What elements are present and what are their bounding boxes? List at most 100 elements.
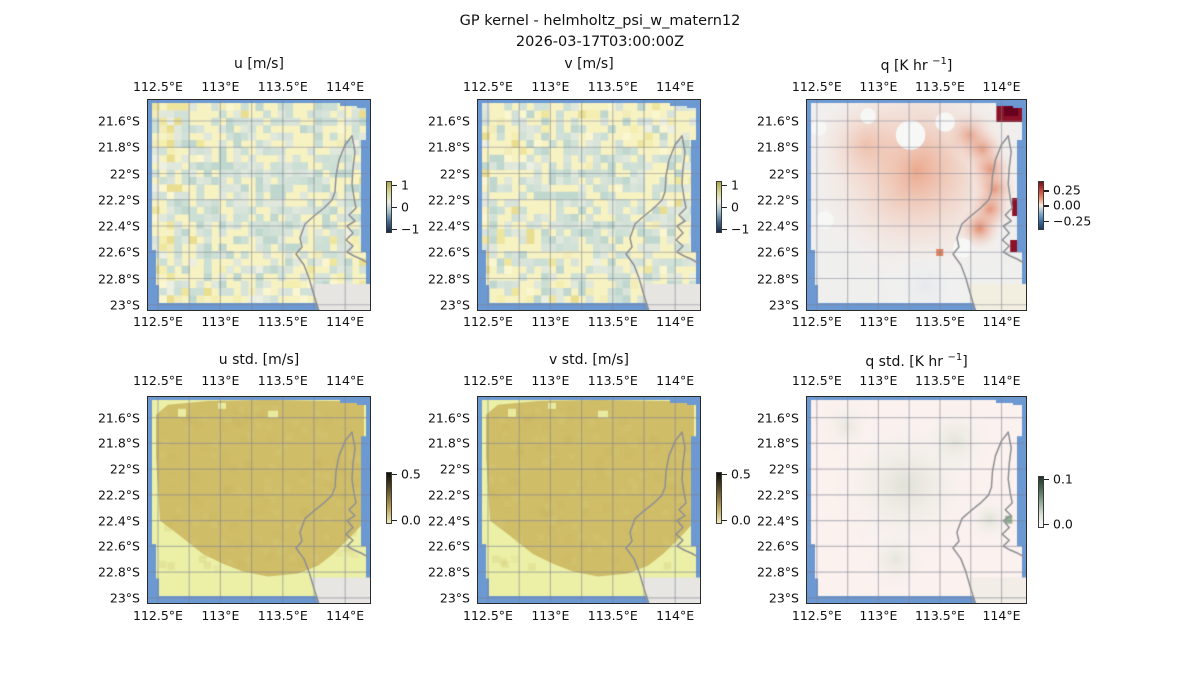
map-v <box>477 99 701 311</box>
map-canvas-q_std <box>807 397 1026 603</box>
colorbar-gradient <box>1038 181 1044 230</box>
lat-tick-label: 22.8°S <box>97 564 140 580</box>
lat-tick-label: 22.2°S <box>756 192 799 208</box>
map-canvas-u <box>148 100 370 310</box>
colorbar-tick-label: 0.1 <box>1053 471 1073 486</box>
figure-title-line1: GP kernel - helmholtz_psi_w_matern12 <box>459 13 741 29</box>
title-pre: q [K hr <box>880 58 933 74</box>
panel-q-title: q [K hr −1] <box>807 56 1026 74</box>
title-pre: q std. [K hr <box>865 354 948 370</box>
lon-tick-label-bottom: 113.5°E <box>914 314 965 329</box>
lon-tick-label-top: 112.5°E <box>463 373 513 388</box>
lat-tick-label: 22°S <box>109 461 140 477</box>
colorbar-tick-label: 0.5 <box>731 466 751 482</box>
colorbar-tick-label: 0.25 <box>1053 182 1081 198</box>
lat-tick-label: 22°S <box>109 166 140 181</box>
colorbar-tick-label: 0 <box>731 199 739 215</box>
lat-tick-label: 22.2°S <box>427 487 470 503</box>
lon-tick-label-top: 113.5°E <box>257 373 308 388</box>
title-superscript: −1 <box>932 56 947 67</box>
lat-tick-label: 22°S <box>768 166 799 181</box>
lon-tick-label-top: 113.5°E <box>257 79 308 94</box>
lon-tick-label-bottom: 113°E <box>859 608 898 623</box>
lat-tick-label: 23°S <box>439 590 470 606</box>
lon-tick-label-top: 114°E <box>326 373 365 388</box>
lon-tick-label-top: 113°E <box>859 373 898 388</box>
lat-tick-label: 21.8°S <box>97 139 140 155</box>
lat-tick-label: 22.4°S <box>756 218 799 234</box>
lon-tick-label-bottom: 113°E <box>201 314 240 329</box>
lat-tick-label: 22.6°S <box>427 538 470 554</box>
lon-tick-label-bottom: 112.5°E <box>133 314 183 329</box>
map-canvas-q <box>807 100 1026 310</box>
title-post: ] <box>946 58 953 74</box>
lat-tick-label: 22.4°S <box>756 513 799 529</box>
lat-tick-label: 23°S <box>109 590 140 606</box>
lat-tick-label: 21.6°S <box>427 410 470 426</box>
figure-title-line2: 2026-03-17T03:00:00Z <box>515 34 685 50</box>
lat-tick-label: 21.6°S <box>427 113 470 129</box>
lon-tick-label-bottom: 114°E <box>982 314 1021 329</box>
lon-tick-label-bottom: 112.5°E <box>791 314 842 329</box>
lat-tick-label: 23°S <box>109 297 140 313</box>
colorbar-q_std: 0.1 0.0 <box>1038 471 1098 531</box>
map-u_std <box>147 396 371 604</box>
lat-tick-label: 22.8°S <box>756 564 799 580</box>
lat-tick-label: 22°S <box>439 166 470 181</box>
lon-tick-label-top: 112.5°E <box>791 373 842 388</box>
lon-tick-label-top: 112.5°E <box>463 79 513 94</box>
lat-tick-label: 22.6°S <box>97 538 140 554</box>
colorbar-tick <box>392 520 397 522</box>
colorbar-tick <box>722 474 727 476</box>
colorbar-tick <box>392 184 397 186</box>
colorbar-tick <box>1044 190 1049 192</box>
map-canvas-u_std <box>148 397 370 603</box>
panel-q_std-title: q std. [K hr −1] <box>807 352 1026 370</box>
lon-tick-label-bottom: 113°E <box>201 608 240 623</box>
lon-tick-label-top: 113.5°E <box>587 79 638 94</box>
colorbar-tick <box>392 228 397 230</box>
colorbar-tick-label: −1 <box>401 221 420 236</box>
lat-tick-label: 21.8°S <box>756 139 799 155</box>
lon-tick-label-top: 114°E <box>656 373 695 388</box>
lon-tick-label-top: 113°E <box>531 373 570 388</box>
lat-tick-label: 22.2°S <box>756 487 799 503</box>
colorbar-tick-label: −1 <box>731 221 750 236</box>
lat-tick-label: 22.6°S <box>97 244 140 260</box>
lat-tick-label: 22.2°S <box>97 487 140 503</box>
map-canvas-v_std <box>478 397 700 603</box>
title-superscript: −1 <box>947 352 963 363</box>
colorbar-tick-label: 0.0 <box>401 512 421 528</box>
panel-u_std-title: u std. [m/s] <box>218 352 300 368</box>
colorbar-tick-label: 0.00 <box>1053 197 1081 213</box>
colorbar-tick <box>722 228 727 230</box>
colorbar-v: 1 0 −1 <box>716 177 776 236</box>
map-q <box>806 99 1027 311</box>
colorbar-tick-label: 0.0 <box>1053 516 1073 531</box>
lon-tick-label-top: 114°E <box>326 79 365 94</box>
lat-tick-label: 22.8°S <box>97 271 140 286</box>
lon-tick-label-bottom: 112.5°E <box>463 608 513 623</box>
colorbar-tick <box>722 184 727 186</box>
lat-tick-label: 22°S <box>768 461 799 477</box>
colorbar-tick <box>1044 523 1049 525</box>
colorbar-gradient <box>1038 476 1044 528</box>
map-q_std <box>806 396 1027 604</box>
lat-tick-label: 22.8°S <box>756 271 799 286</box>
colorbar-tick <box>1044 205 1049 207</box>
lon-tick-label-top: 114°E <box>982 79 1021 94</box>
lat-tick-label: 21.6°S <box>756 113 799 129</box>
title-post: ] <box>962 354 968 370</box>
lon-tick-label-top: 112.5°E <box>133 373 183 388</box>
colorbar-gradient <box>716 181 722 233</box>
lat-tick-label: 22.8°S <box>427 271 470 286</box>
lon-tick-label-top: 113.5°E <box>914 373 965 388</box>
colorbar-tick <box>1044 220 1049 222</box>
lon-tick-label-bottom: 112.5°E <box>791 608 842 623</box>
colorbar-tick-label: 0.0 <box>731 512 751 528</box>
lat-tick-label: 22.2°S <box>427 192 470 208</box>
lon-tick-label-top: 113°E <box>531 79 570 94</box>
lat-tick-label: 21.8°S <box>427 139 470 155</box>
lon-tick-label-top: 114°E <box>982 373 1021 388</box>
